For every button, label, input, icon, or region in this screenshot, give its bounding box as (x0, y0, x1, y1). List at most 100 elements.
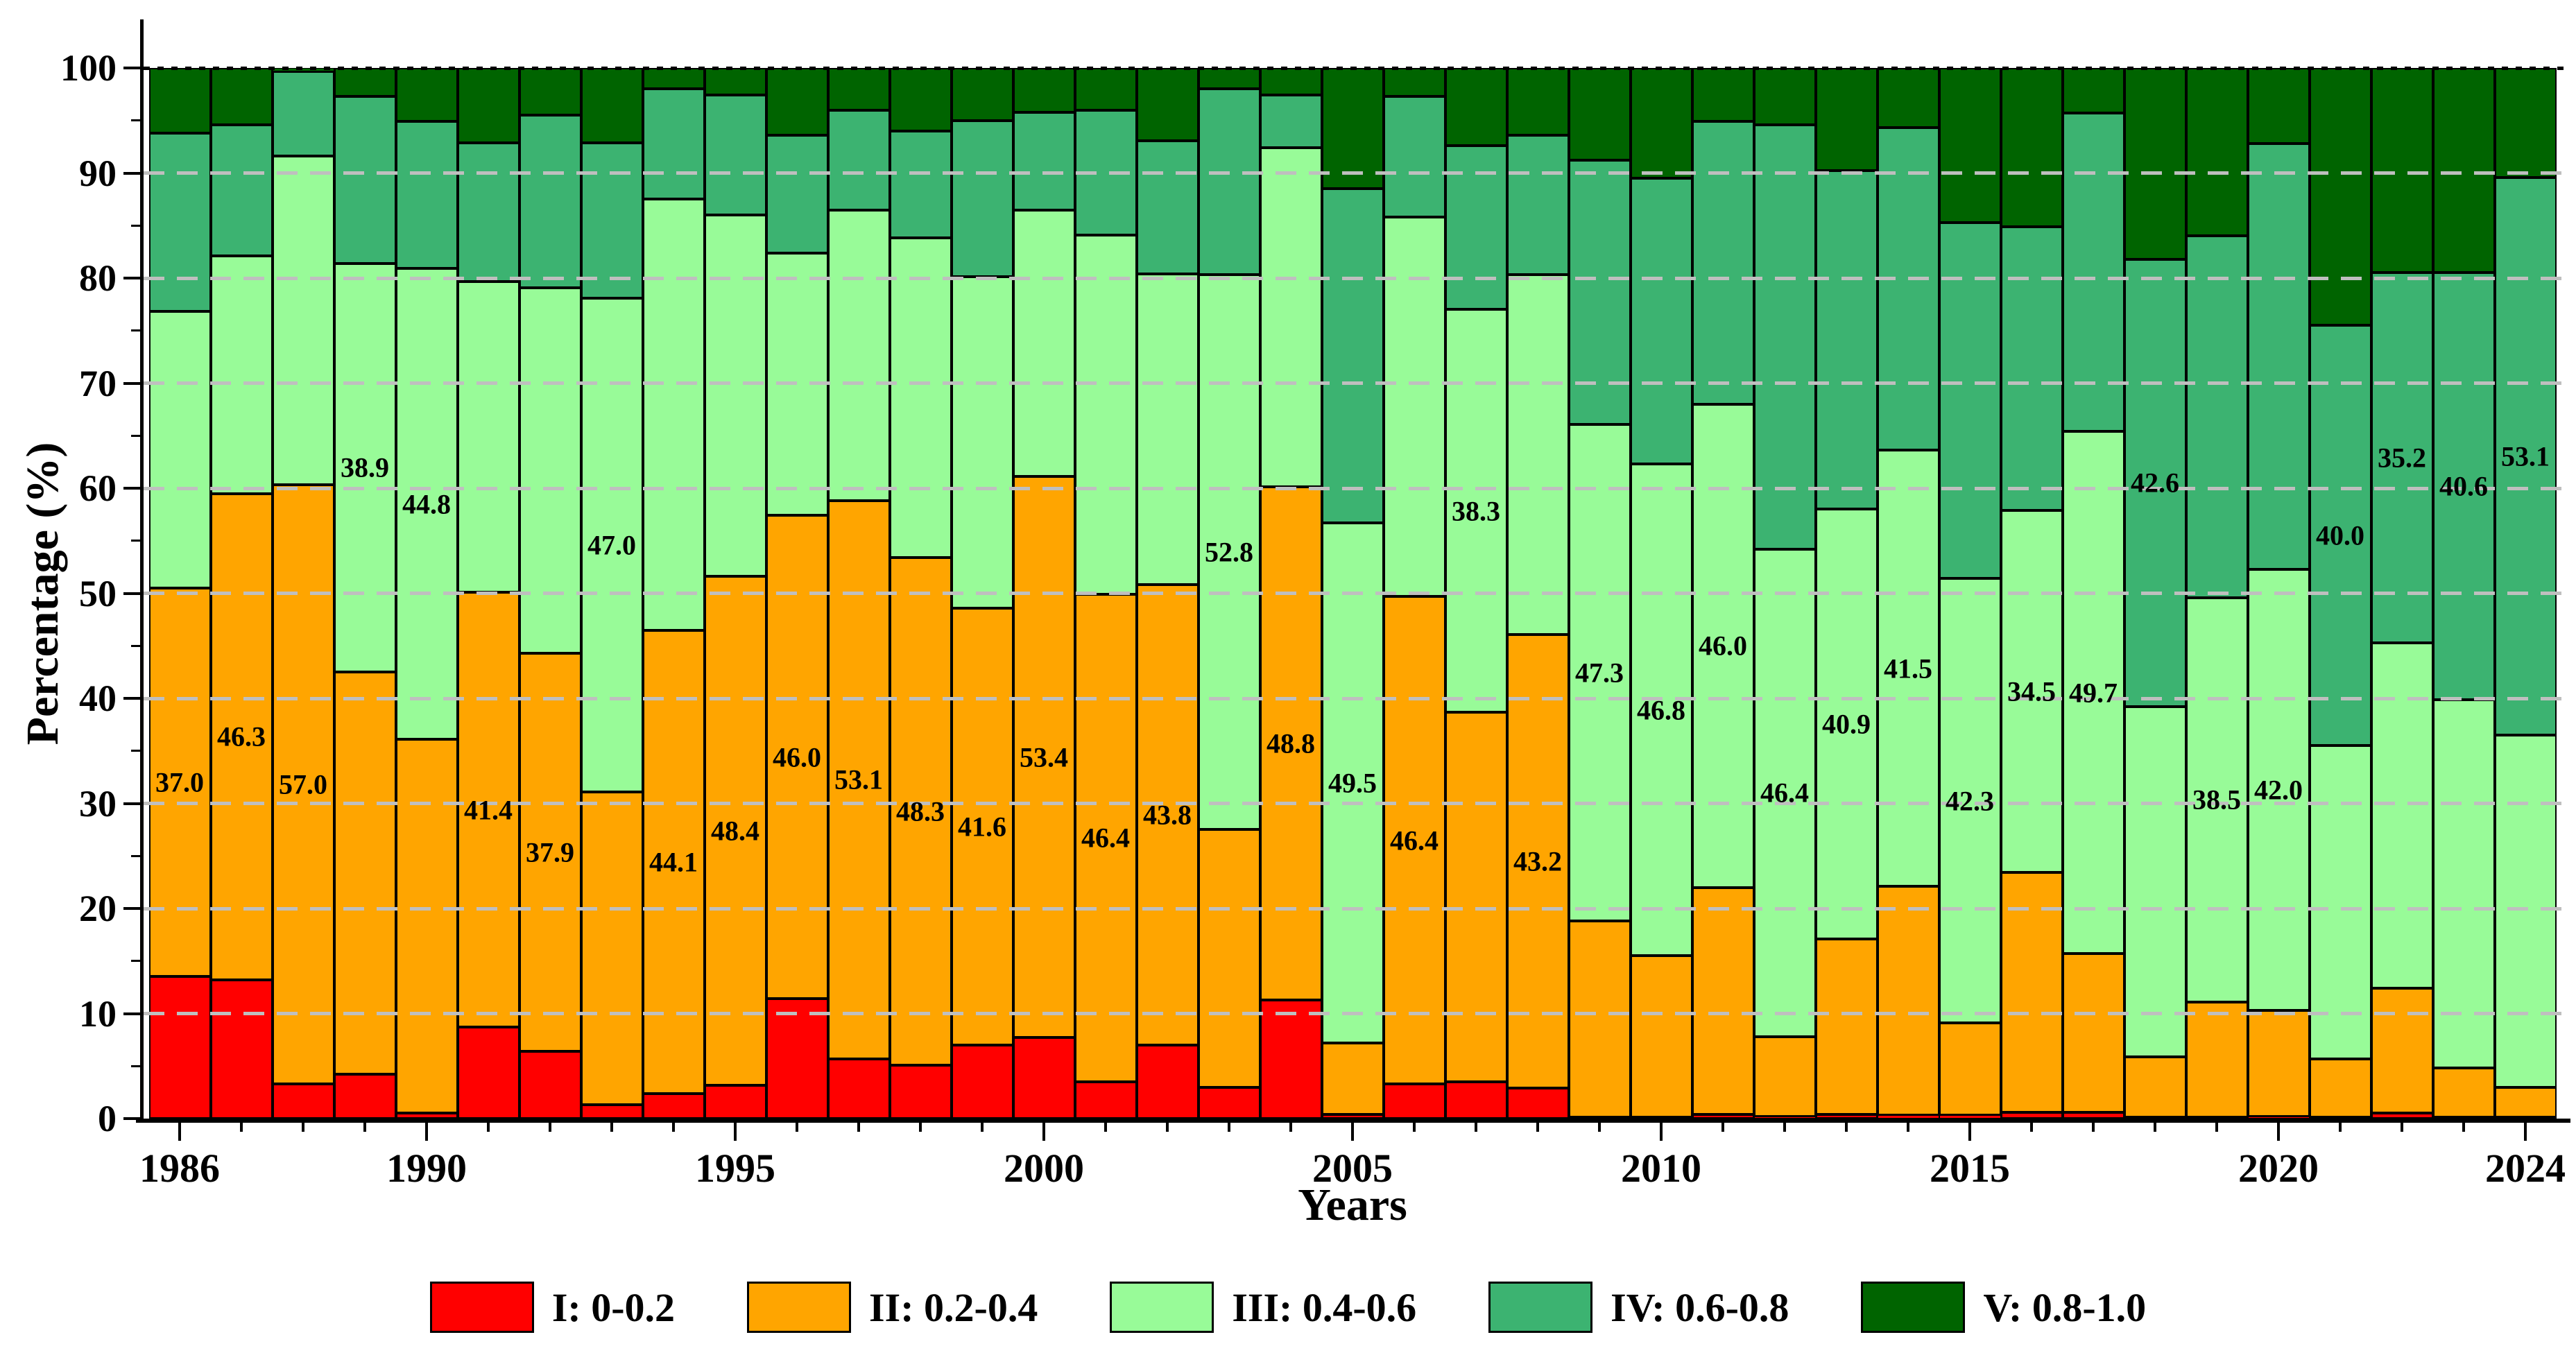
bar-segment-2002 (1136, 273, 1199, 585)
bar-segment-2024 (2494, 1087, 2557, 1118)
bar-segment-2017 (2062, 1112, 2124, 1119)
y-major-tick (123, 67, 140, 69)
bar-value-label: 48.8 (1266, 727, 1315, 759)
bar-segment-1991 (457, 1027, 520, 1119)
bar-segment-2022 (2371, 642, 2433, 989)
y-gridline (144, 1012, 2566, 1015)
bar-value-label: 46.4 (1390, 825, 1439, 856)
bar-value-label: 46.0 (773, 741, 821, 773)
y-tick-label: 10 (79, 992, 117, 1035)
bar-segment-2020 (2247, 68, 2310, 144)
bar-segment-2007 (1445, 68, 1507, 146)
bar-segment-2001 (1074, 68, 1137, 110)
bar-segment-1997 (827, 209, 890, 501)
x-minor-tick (919, 1123, 922, 1132)
bar-segment-2017 (2062, 954, 2124, 1112)
bar-value-label: 42.3 (1946, 785, 1994, 817)
bar-segment-2015 (1939, 1115, 2001, 1119)
y-major-tick (123, 381, 140, 385)
y-tick-label: 50 (79, 572, 117, 614)
x-minor-tick (302, 1123, 304, 1132)
bar-segment-1995 (704, 215, 766, 577)
bar-segment-2017 (2062, 431, 2124, 954)
legend-label: IV: 0.6-0.8 (1611, 1284, 1789, 1330)
bar-segment-2011 (1692, 121, 1754, 404)
x-minor-tick (1536, 1123, 1539, 1132)
bar-segment-2020 (2247, 1010, 2310, 1117)
bar-segment-1999 (951, 607, 1013, 1045)
bar-segment-1996 (766, 135, 828, 253)
bar-value-label: 47.3 (1575, 657, 1624, 689)
bar-segment-2007 (1445, 1081, 1507, 1119)
bar-segment-1991 (457, 592, 520, 1028)
bar-value-label: 41.6 (958, 811, 1006, 843)
x-major-tick (2524, 1123, 2527, 1141)
bar-segment-1998 (889, 557, 952, 1065)
bar-segment-1993 (581, 1105, 643, 1119)
x-major-tick (2277, 1123, 2280, 1141)
bar-value-label: 40.0 (2316, 519, 2364, 551)
bar-segment-1994 (642, 68, 705, 89)
bar-value-label: 38.9 (341, 451, 389, 483)
y-minor-tick (131, 224, 140, 227)
bar-segment-2009 (1568, 921, 1631, 1118)
y-minor-tick (131, 854, 140, 857)
bar-segment-1990 (395, 739, 458, 1114)
legend-label: I: 0-0.2 (551, 1284, 676, 1330)
x-minor-tick (2154, 1123, 2156, 1132)
legend-item-class-1: I: 0-0.2 (429, 1282, 676, 1333)
bar-segment-2016 (2000, 226, 2063, 510)
y-tick-label: 70 (79, 362, 117, 404)
bar-segment-1995 (704, 68, 766, 96)
bar-value-label: 37.9 (526, 836, 574, 868)
bar-segment-2007 (1445, 146, 1507, 310)
x-minor-tick (1289, 1123, 1292, 1132)
bar-value-label: 44.8 (402, 488, 451, 520)
bar-segment-2022 (2371, 1113, 2433, 1119)
bar-segment-2003 (1198, 275, 1260, 830)
y-gridline (144, 381, 2566, 385)
x-minor-tick (1104, 1123, 1107, 1132)
y-tick-label: 0 (98, 1098, 117, 1139)
bar-segment-2005 (1321, 189, 1384, 523)
legend-swatch-mediumgreen (1488, 1282, 1593, 1333)
bar-segment-1987 (210, 980, 273, 1119)
bar-segment-1999 (951, 277, 1013, 608)
bar-segment-1989 (334, 96, 396, 264)
bar-segment-2021 (2309, 1058, 2371, 1118)
bar-value-label: 49.5 (1328, 767, 1377, 799)
bar-segment-2019 (2186, 68, 2248, 236)
bar-segment-1998 (889, 238, 952, 558)
bar-segment-1990 (395, 1113, 458, 1119)
bar-value-label: 43.8 (1143, 799, 1192, 831)
bar-segment-2005 (1321, 522, 1384, 1043)
bar-segment-1990 (395, 268, 458, 740)
bar-segment-1992 (519, 287, 581, 653)
bar-segment-1995 (704, 576, 766, 1085)
bar-segment-2010 (1630, 68, 1692, 179)
bar-segment-2023 (2432, 1068, 2495, 1118)
bar-segment-2021 (2309, 1117, 2371, 1119)
bar-value-label: 52.8 (1205, 536, 1253, 568)
bar-segment-2007 (1445, 712, 1507, 1082)
y-tick-label: 40 (79, 678, 117, 719)
bar-segment-2024 (2494, 735, 2557, 1087)
bar-segment-1999 (951, 120, 1013, 277)
bar-segment-2023 (2432, 68, 2495, 273)
bar-segment-2008 (1506, 275, 1569, 635)
bar-segment-1998 (889, 130, 952, 239)
x-minor-tick (857, 1123, 860, 1132)
bar-value-label: 53.1 (2501, 440, 2550, 472)
bar-segment-1987 (210, 256, 273, 494)
x-minor-tick (487, 1123, 490, 1132)
bar-segment-2004 (1260, 999, 1322, 1119)
bar-segment-2011 (1692, 1114, 1754, 1119)
bar-segment-1989 (334, 68, 396, 96)
y-minor-tick (131, 750, 140, 752)
bar-segment-2013 (1815, 171, 1878, 510)
bar-segment-1988 (272, 71, 334, 157)
bar-segment-2019 (2186, 236, 2248, 598)
bar-segment-2016 (2000, 872, 2063, 1112)
bar-segment-2021 (2309, 325, 2371, 746)
